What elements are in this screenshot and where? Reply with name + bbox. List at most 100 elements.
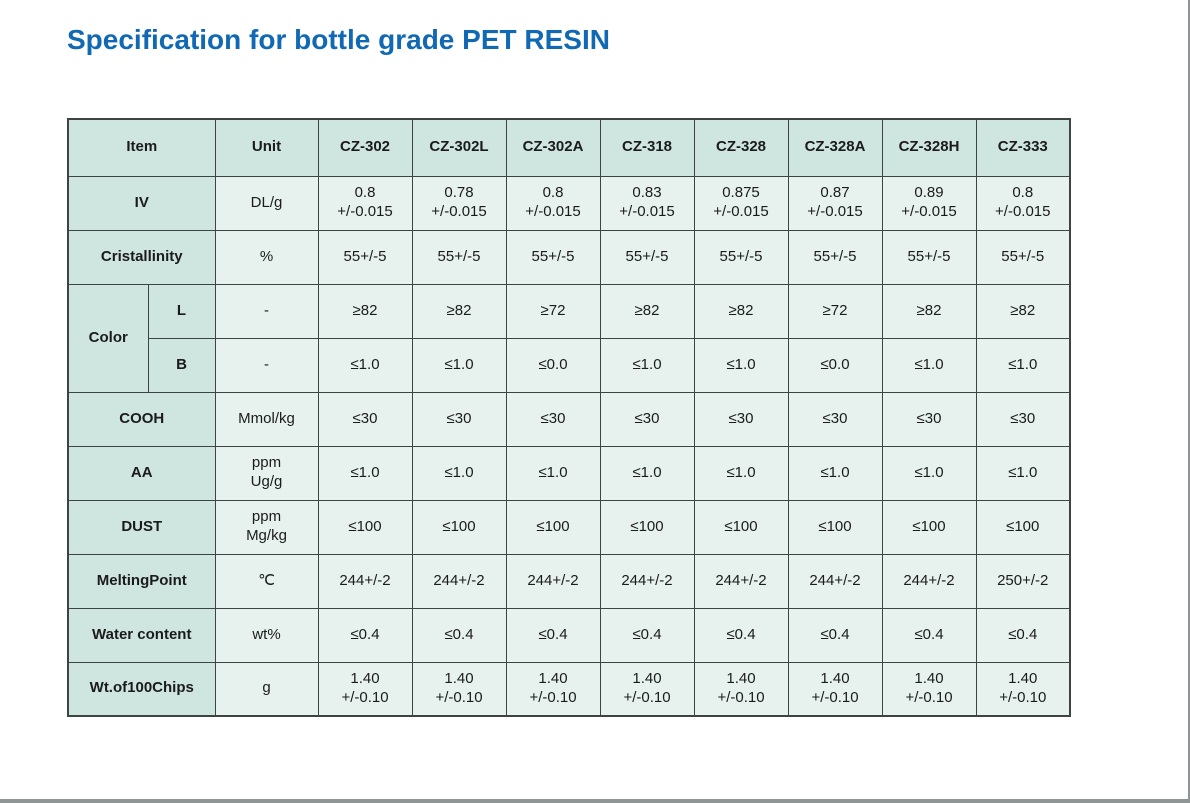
row-header-melting-point: MeltingPoint [67,553,216,609]
col-header-cz-302l: CZ-302L [411,118,507,177]
value-cell: ≤30 [599,391,695,447]
value-cell: ≤0.0 [505,337,601,393]
value-cell: 55+/-5 [599,229,695,285]
value-cell: ≤1.0 [317,337,413,393]
value-cell: ≤100 [787,499,883,555]
page-title: Specification for bottle grade PET RESIN [67,24,610,55]
value-cell: 1.40 +/-0.10 [411,661,507,717]
value-cell: 1.40 +/-0.10 [787,661,883,717]
value-cell: ≤0.4 [505,607,601,663]
value-cell: ≤1.0 [599,337,695,393]
value-cell: 1.40 +/-0.10 [975,661,1071,717]
value-cell: ≤1.0 [505,445,601,501]
value-cell: ≥82 [881,283,977,339]
row-header-water-content: Water content [67,607,216,663]
col-header-item: Item [67,118,216,177]
value-cell: ≤0.4 [317,607,413,663]
value-cell: 0.83 +/-0.015 [599,175,695,231]
value-cell: ≤30 [787,391,883,447]
unit-cell: ℃ [214,553,319,609]
col-header-cz-302a: CZ-302A [505,118,601,177]
value-cell: 244+/-2 [693,553,789,609]
unit-cell: DL/g [214,175,319,231]
value-cell: 244+/-2 [411,553,507,609]
value-cell: 0.78 +/-0.015 [411,175,507,231]
value-cell: 1.40 +/-0.10 [317,661,413,717]
row-dust: DUST ppm Mg/kg ≤100 ≤100 ≤100 ≤100 ≤100 … [67,499,1071,555]
value-cell: 0.8 +/-0.015 [975,175,1071,231]
row-water-content: Water content wt% ≤0.4 ≤0.4 ≤0.4 ≤0.4 ≤0… [67,607,1071,663]
value-cell: ≤30 [881,391,977,447]
value-cell: 0.87 +/-0.015 [787,175,883,231]
value-cell: ≤1.0 [975,337,1071,393]
col-header-cz-328: CZ-328 [693,118,789,177]
row-header-color-b: B [147,337,216,393]
value-cell: 244+/-2 [505,553,601,609]
value-cell: ≤30 [975,391,1071,447]
row-header-wt-of-100-chips: Wt.of100Chips [67,661,216,717]
value-cell: ≤1.0 [693,337,789,393]
row-cooh: COOH Mmol/kg ≤30 ≤30 ≤30 ≤30 ≤30 ≤30 ≤30… [67,391,1071,447]
value-cell: ≤1.0 [881,445,977,501]
value-cell: ≤1.0 [693,445,789,501]
value-cell: 244+/-2 [599,553,695,609]
value-cell: ≥72 [787,283,883,339]
value-cell: ≤100 [693,499,789,555]
value-cell: ≤0.4 [693,607,789,663]
value-cell: ≤1.0 [599,445,695,501]
value-cell: ≤30 [693,391,789,447]
row-header-color-l: L [147,283,216,339]
value-cell: ≤30 [317,391,413,447]
value-cell: 55+/-5 [881,229,977,285]
value-cell: 55+/-5 [411,229,507,285]
value-cell: 55+/-5 [317,229,413,285]
value-cell: 0.89 +/-0.015 [881,175,977,231]
value-cell: ≤100 [317,499,413,555]
row-header-iv: IV [67,175,216,231]
col-header-cz-302: CZ-302 [317,118,413,177]
value-cell: ≤0.4 [411,607,507,663]
value-cell: ≤0.0 [787,337,883,393]
value-cell: 244+/-2 [787,553,883,609]
value-cell: 1.40 +/-0.10 [599,661,695,717]
unit-cell: - [214,337,319,393]
value-cell: ≤1.0 [317,445,413,501]
value-cell: ≤1.0 [787,445,883,501]
row-cristallinity: Cristallinity % 55+/-5 55+/-5 55+/-5 55+… [67,229,1071,285]
value-cell: ≥82 [599,283,695,339]
value-cell: ≥72 [505,283,601,339]
value-cell: ≤100 [505,499,601,555]
value-cell: 250+/-2 [975,553,1071,609]
unit-cell: g [214,661,319,717]
spec-table: Item Unit CZ-302 CZ-302L CZ-302A CZ-318 … [67,118,1071,717]
value-cell: ≤100 [975,499,1071,555]
value-cell: ≤0.4 [599,607,695,663]
value-cell: 1.40 +/-0.10 [693,661,789,717]
value-cell: 55+/-5 [787,229,883,285]
row-header-color: Color [67,283,149,393]
value-cell: ≤30 [411,391,507,447]
row-header-aa: AA [67,445,216,501]
unit-cell: wt% [214,607,319,663]
row-color-b: B - ≤1.0 ≤1.0 ≤0.0 ≤1.0 ≤1.0 ≤0.0 ≤1.0 ≤… [68,337,1071,393]
value-cell: 1.40 +/-0.10 [881,661,977,717]
value-cell: 0.8 +/-0.015 [505,175,601,231]
row-header-cooh: COOH [67,391,216,447]
value-cell: ≤0.4 [881,607,977,663]
value-cell: 0.8 +/-0.015 [317,175,413,231]
value-cell: ≤100 [881,499,977,555]
row-wt-of-100-chips: Wt.of100Chips g 1.40 +/-0.10 1.40 +/-0.1… [67,661,1071,717]
unit-cell: - [214,283,319,339]
table-header-row: Item Unit CZ-302 CZ-302L CZ-302A CZ-318 … [67,118,1071,177]
row-melting-point: MeltingPoint ℃ 244+/-2 244+/-2 244+/-2 2… [67,553,1071,609]
col-header-unit: Unit [214,118,319,177]
value-cell: 55+/-5 [975,229,1071,285]
value-cell: ≥82 [975,283,1071,339]
value-cell: ≤30 [505,391,601,447]
col-header-cz-333: CZ-333 [975,118,1071,177]
value-cell: ≤100 [411,499,507,555]
row-header-cristallinity: Cristallinity [67,229,216,285]
unit-cell: ppm Mg/kg [214,499,319,555]
value-cell: ≤1.0 [975,445,1071,501]
value-cell: ≤0.4 [787,607,883,663]
